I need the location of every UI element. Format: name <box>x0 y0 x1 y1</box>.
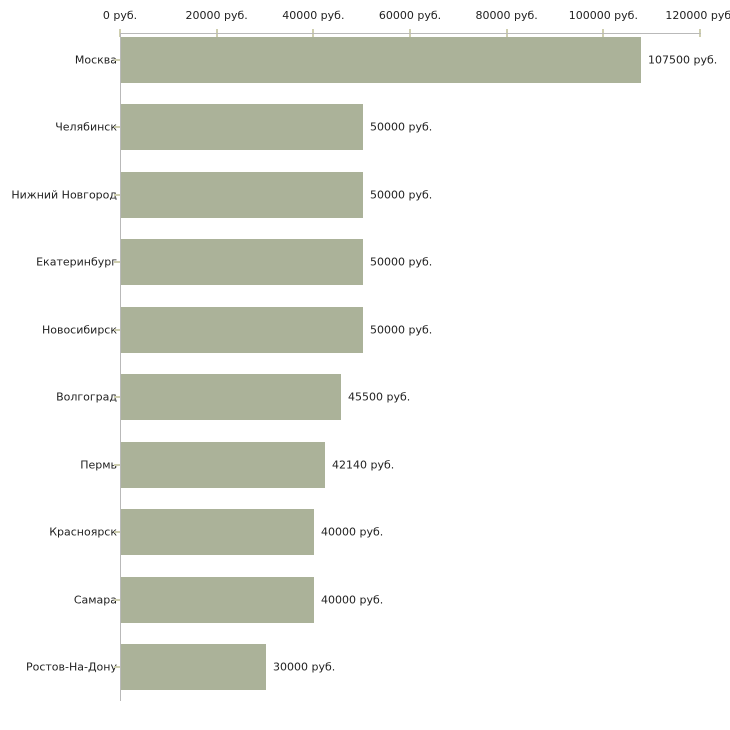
x-axis-tick-label: 0 руб. <box>102 9 138 22</box>
category-tick-mark <box>114 598 120 601</box>
plot-area: Москва 107500 руб. Челябинск 50000 руб. Нижн… <box>0 26 730 701</box>
chart-row: Пермь 42140 руб. <box>0 431 730 499</box>
chart-row: Красноярск 40000 руб. <box>0 499 730 567</box>
category-tick-mark <box>114 328 120 331</box>
category-label: Ростов-На-Дону <box>25 660 117 674</box>
x-axis-tick-label: 120000 руб. <box>665 9 730 22</box>
value-label: 40000 руб. <box>321 593 384 607</box>
category-label: Екатеринбург <box>36 255 117 269</box>
bar <box>121 509 314 556</box>
chart-row: Челябинск 50000 руб. <box>0 94 730 162</box>
category-label: Новосибирск <box>41 323 117 337</box>
category-label: Волгоград <box>56 390 117 404</box>
category-label: Пермь <box>80 458 117 472</box>
category-label: Красноярск <box>49 525 117 539</box>
x-axis-tick-label: 20000 руб. <box>185 9 248 22</box>
chart-row: Нижний Новгород 50000 руб. <box>0 161 730 229</box>
category-tick-mark <box>114 666 120 669</box>
value-label: 50000 руб. <box>370 120 433 134</box>
bar <box>121 36 641 83</box>
value-label: 42140 руб. <box>332 458 395 472</box>
bar <box>121 441 325 488</box>
value-label: 30000 руб. <box>273 660 336 674</box>
x-axis-tick-label: 60000 руб. <box>378 9 442 22</box>
category-label: Самара <box>73 593 117 607</box>
category-label: Нижний Новгород <box>11 188 117 202</box>
value-label: 107500 руб. <box>648 53 718 67</box>
bar <box>121 374 341 421</box>
category-tick-mark <box>114 58 120 61</box>
bar <box>121 239 363 286</box>
bar <box>121 644 266 691</box>
category-tick-mark <box>114 396 120 399</box>
x-axis-tick-label: 40000 руб. <box>282 9 345 22</box>
category-tick-mark <box>114 463 120 466</box>
x-axis-tick-label: 100000 руб. <box>568 9 638 22</box>
category-tick-mark <box>114 531 120 534</box>
chart-row: Самара 40000 руб. <box>0 566 730 634</box>
bar <box>121 104 363 151</box>
bar <box>121 576 314 623</box>
chart-row: Новосибирск 50000 руб. <box>0 296 730 364</box>
value-label: 50000 руб. <box>370 323 433 337</box>
category-tick-mark <box>114 193 120 196</box>
category-tick-mark <box>114 261 120 264</box>
x-axis-line <box>120 33 701 34</box>
chart-row: Ростов-На-Дону 30000 руб. <box>0 634 730 702</box>
bar <box>121 171 363 218</box>
y-axis-line <box>120 33 121 701</box>
chart-row: Волгоград 45500 руб. <box>0 364 730 432</box>
value-label: 50000 руб. <box>370 188 433 202</box>
x-axis-tick-label: 80000 руб. <box>475 9 538 22</box>
value-label: 50000 руб. <box>370 255 433 269</box>
value-label: 45500 руб. <box>348 390 411 404</box>
category-label: Москва <box>74 53 117 67</box>
chart-row: Екатеринбург 50000 руб. <box>0 229 730 297</box>
category-label: Челябинск <box>55 120 117 134</box>
chart-row: Москва 107500 руб. <box>0 26 730 94</box>
category-tick-mark <box>114 126 120 129</box>
value-label: 40000 руб. <box>321 525 384 539</box>
bar <box>121 306 363 353</box>
